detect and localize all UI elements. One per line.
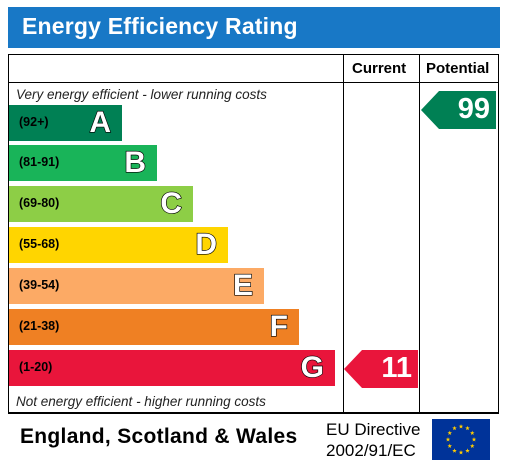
header-bar: Energy Efficiency Rating — [8, 7, 500, 48]
arrow-shape — [421, 91, 496, 129]
note-inefficient: Not energy efficient - higher running co… — [16, 394, 266, 409]
flag-star — [469, 443, 475, 448]
flag-star — [458, 450, 464, 455]
column-header-potential: Potential — [426, 60, 490, 77]
rating-band-e: (39-54) E — [9, 268, 264, 304]
band-range: (81-91) — [19, 155, 60, 169]
band-range: (55-68) — [19, 237, 60, 251]
divider-current — [343, 54, 344, 413]
header-divider — [8, 82, 499, 83]
rating-band-a: (92+) A — [9, 105, 122, 141]
flag-star — [445, 437, 451, 442]
band-range: (21-38) — [19, 319, 60, 333]
band-letter: C — [160, 186, 183, 220]
flag-star — [458, 424, 464, 429]
divider-potential — [419, 54, 420, 413]
note-efficient: Very energy efficient - lower running co… — [16, 87, 267, 102]
band-letter: D — [195, 227, 218, 261]
band-letter: E — [232, 268, 253, 302]
band-letter: G — [300, 350, 325, 384]
band-letter: F — [269, 309, 289, 343]
rating-band-b: (81-91) B — [9, 145, 157, 181]
flag-star — [465, 425, 470, 431]
flag-star — [452, 448, 457, 453]
directive-line-2: 2002/91/EC — [326, 441, 416, 460]
flag-star — [469, 430, 475, 435]
band-range: (1-20) — [19, 360, 53, 374]
rating-band-g: (1-20) G — [9, 350, 335, 386]
current-rating-arrow: 11 — [344, 350, 418, 388]
band-letter: A — [89, 105, 112, 139]
band-range: (92+) — [19, 115, 49, 129]
footer-divider — [8, 413, 499, 414]
rating-band-f: (21-38) F — [9, 309, 299, 345]
band-range: (39-54) — [19, 278, 60, 292]
page-title: Energy Efficiency Rating — [22, 13, 298, 39]
rating-band-c: (69-80) C — [9, 186, 193, 222]
rating-band-d: (55-68) D — [9, 227, 228, 263]
eu-directive: EU Directive 2002/91/EC — [326, 419, 420, 461]
rating-table — [8, 54, 499, 413]
eu-flag-icon — [432, 419, 490, 460]
arrow-shape — [344, 350, 418, 388]
band-letter: B — [124, 145, 147, 179]
flag-star — [447, 443, 453, 448]
flag-star — [452, 425, 457, 431]
region-label: England, Scotland & Wales — [20, 425, 298, 448]
potential-rating-value: 99 — [457, 93, 490, 125]
current-rating-value: 11 — [381, 352, 412, 384]
flag-star — [447, 430, 453, 435]
column-header-current: Current — [352, 60, 407, 77]
directive-line-1: EU Directive — [326, 420, 421, 439]
flag-star — [471, 437, 477, 442]
band-range: (69-80) — [19, 196, 60, 210]
potential-rating-arrow: 99 — [421, 91, 496, 129]
flag-star — [465, 448, 470, 453]
